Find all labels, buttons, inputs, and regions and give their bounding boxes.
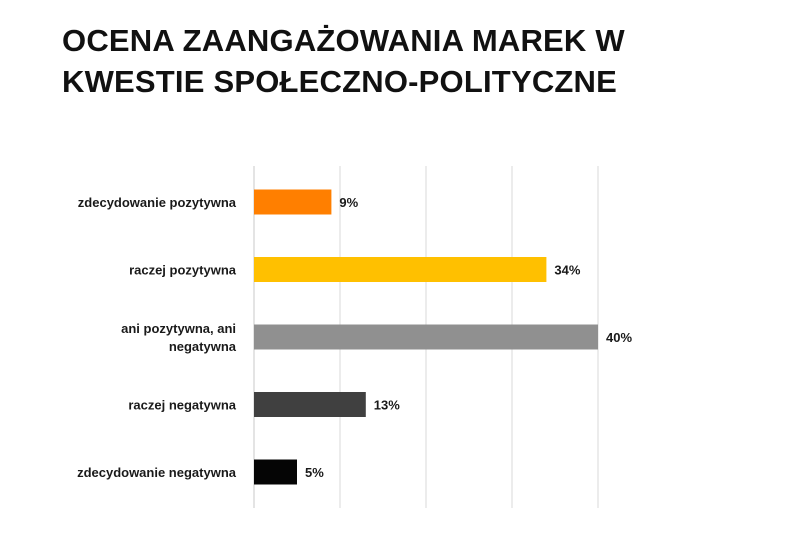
category-label-3-line-1: ani pozytywna, ani [121, 321, 236, 336]
value-label-2: 34% [554, 263, 580, 278]
bar-4 [254, 392, 366, 417]
chart-title-line-2: KWESTIE SPOŁECZNO-POLITYCZNE [62, 64, 618, 99]
category-label-2: raczej pozytywna [129, 263, 237, 278]
bar-5 [254, 459, 297, 485]
value-label-4: 13% [374, 398, 400, 413]
category-label-5: zdecydowanie negatywna [77, 465, 237, 480]
value-label-5: 5% [305, 465, 324, 480]
bar-2 [254, 257, 547, 282]
value-label-3: 40% [606, 330, 632, 345]
category-label-3-line-2: negatywna [169, 339, 237, 354]
chart-title: OCENA ZAANGAŻOWANIA MAREK W KWESTIE SPOŁ… [62, 20, 762, 102]
category-label-1: zdecydowanie pozytywna [78, 195, 237, 210]
category-label-4: raczej negatywna [128, 398, 236, 413]
value-label-1: 9% [339, 195, 358, 210]
bar-1 [254, 189, 332, 215]
chart-title-line-1: OCENA ZAANGAŻOWANIA MAREK W [62, 23, 625, 58]
bar-3 [254, 324, 598, 350]
